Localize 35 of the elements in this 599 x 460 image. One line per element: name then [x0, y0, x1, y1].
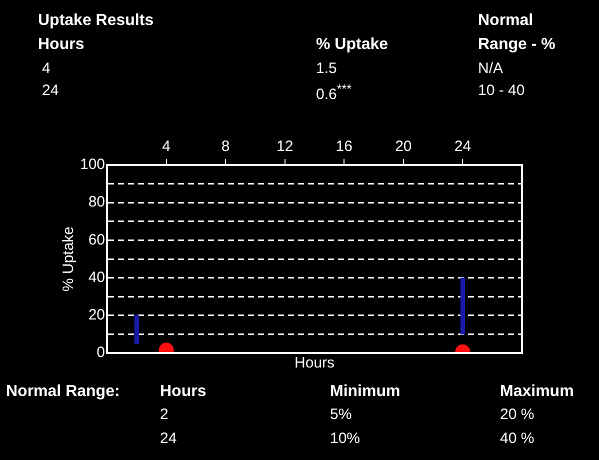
text: N/A	[478, 60, 504, 77]
text: 1.5	[316, 60, 337, 77]
x-tick-label: 4	[162, 138, 170, 156]
text: 4	[42, 60, 50, 77]
text: Maximum	[500, 383, 574, 401]
x-axis-title: Hours	[294, 354, 335, 372]
y-tick-label: 20	[88, 306, 106, 324]
x-tick-label: 20	[395, 138, 412, 156]
text: 5%	[330, 406, 352, 423]
text: Hours	[160, 383, 206, 401]
y-axis-title: % Uptake	[60, 226, 78, 292]
x-tick-label: 16	[336, 138, 352, 156]
text: Minimum	[330, 383, 400, 401]
text: Normal	[478, 12, 534, 30]
text: 24	[42, 82, 59, 99]
text: 0.6$^{***}$	[316, 82, 352, 103]
text: 24	[160, 430, 177, 447]
text: 40 %	[500, 430, 534, 447]
text: % Uptake	[316, 36, 388, 54]
x-tick-label: 24	[454, 138, 472, 156]
x-tick-label: 8	[221, 138, 230, 156]
y-tick-label: 0	[96, 344, 106, 362]
y-tick-label: 100	[80, 156, 106, 174]
text: 10%	[330, 430, 360, 447]
chart-title: Uptake Results	[38, 12, 154, 30]
text: 20 %	[500, 406, 534, 423]
text: Range - %	[478, 36, 556, 54]
y-tick-label: 60	[88, 231, 106, 248]
x-tick-label: 12	[276, 138, 294, 156]
text: 2	[160, 406, 168, 423]
text: Normal Range:	[6, 383, 120, 401]
y-tick-label: 80	[88, 194, 106, 211]
text: Hours	[38, 36, 84, 54]
text: 10 - 40	[478, 82, 525, 99]
y-tick-label: 40	[88, 268, 106, 286]
